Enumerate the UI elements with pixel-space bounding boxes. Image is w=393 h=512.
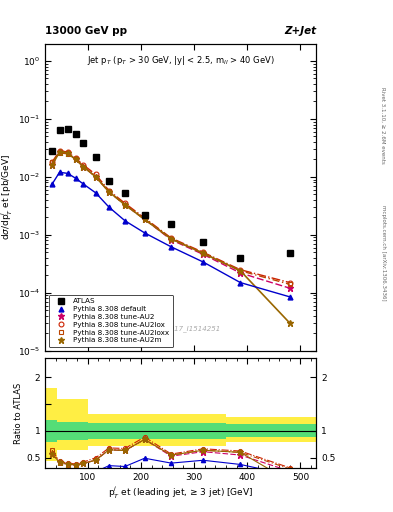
Pythia 8.308 default <box>238 280 243 286</box>
ATLAS <box>142 212 147 218</box>
Pythia 8.308 tune-AU2loxx <box>238 268 243 274</box>
Pythia 8.308 default <box>73 175 78 181</box>
Pythia 8.308 default <box>287 294 292 300</box>
Pythia 8.308 tune-AU2m <box>73 156 78 162</box>
Text: Rivet 3.1.10, ≥ 2.6M events: Rivet 3.1.10, ≥ 2.6M events <box>381 87 386 164</box>
ATLAS <box>73 131 78 137</box>
Pythia 8.308 tune-AU2 <box>201 251 206 258</box>
Pythia 8.308 tune-AU2lox <box>94 172 98 178</box>
Pythia 8.308 tune-AU2loxx <box>81 164 86 170</box>
Pythia 8.308 tune-AU2m <box>50 162 55 168</box>
Text: Jet p$_T$ (p$_T$ > 30 GeV, |y| < 2.5, m$_{ll}$ > 40 GeV): Jet p$_T$ (p$_T$ > 30 GeV, |y| < 2.5, m$… <box>87 54 275 67</box>
ATLAS <box>123 190 127 197</box>
Pythia 8.308 tune-AU2lox <box>73 155 78 161</box>
ATLAS <box>287 250 292 257</box>
Pythia 8.308 default <box>107 204 111 210</box>
Line: Pythia 8.308 default: Pythia 8.308 default <box>50 170 292 300</box>
Pythia 8.308 tune-AU2lox <box>238 267 243 273</box>
Text: Z+Jet: Z+Jet <box>284 26 316 36</box>
Pythia 8.308 tune-AU2 <box>123 202 127 208</box>
Pythia 8.308 tune-AU2loxx <box>57 150 62 156</box>
Pythia 8.308 tune-AU2lox <box>81 162 86 168</box>
Pythia 8.308 tune-AU2 <box>169 237 174 243</box>
Pythia 8.308 tune-AU2m <box>123 202 127 208</box>
Pythia 8.308 tune-AU2m <box>81 164 86 170</box>
Pythia 8.308 default <box>201 259 206 265</box>
Pythia 8.308 tune-AU2lox <box>57 148 62 154</box>
Line: Pythia 8.308 tune-AU2m: Pythia 8.308 tune-AU2m <box>49 148 293 327</box>
ATLAS <box>94 154 98 160</box>
Pythia 8.308 tune-AU2loxx <box>94 174 98 180</box>
Pythia 8.308 tune-AU2m <box>201 250 206 257</box>
Pythia 8.308 tune-AU2m <box>57 149 62 155</box>
Pythia 8.308 tune-AU2loxx <box>287 281 292 287</box>
Pythia 8.308 tune-AU2 <box>107 189 111 195</box>
Pythia 8.308 tune-AU2m <box>169 236 174 242</box>
Pythia 8.308 tune-AU2 <box>238 270 243 276</box>
ATLAS <box>238 255 243 261</box>
Pythia 8.308 default <box>65 170 70 177</box>
Pythia 8.308 tune-AU2m <box>65 150 70 156</box>
ATLAS <box>81 140 86 146</box>
Pythia 8.308 tune-AU2 <box>94 174 98 180</box>
Pythia 8.308 tune-AU2lox <box>50 159 55 165</box>
Pythia 8.308 tune-AU2loxx <box>123 202 127 208</box>
Pythia 8.308 tune-AU2m <box>107 189 111 195</box>
Pythia 8.308 tune-AU2 <box>73 156 78 162</box>
Line: ATLAS: ATLAS <box>49 126 293 261</box>
Text: 13000 GeV pp: 13000 GeV pp <box>45 26 127 36</box>
Pythia 8.308 default <box>81 181 86 187</box>
Line: Pythia 8.308 tune-AU2lox: Pythia 8.308 tune-AU2lox <box>50 148 292 285</box>
Pythia 8.308 tune-AU2loxx <box>65 151 70 157</box>
Pythia 8.308 tune-AU2lox <box>107 187 111 194</box>
Y-axis label: d$\sigma$/dp$_T^j$ et [pb/GeV]: d$\sigma$/dp$_T^j$ et [pb/GeV] <box>0 154 15 240</box>
Pythia 8.308 tune-AU2loxx <box>142 216 147 222</box>
Line: Pythia 8.308 tune-AU2loxx: Pythia 8.308 tune-AU2loxx <box>50 151 292 287</box>
Pythia 8.308 default <box>142 230 147 236</box>
ATLAS <box>65 126 70 132</box>
Pythia 8.308 tune-AU2lox <box>65 149 70 155</box>
Pythia 8.308 tune-AU2 <box>81 164 86 170</box>
Pythia 8.308 tune-AU2m <box>94 174 98 180</box>
Pythia 8.308 default <box>57 169 62 175</box>
X-axis label: p$_T^j$ et (leading jet, ≥ 3 jet) [GeV]: p$_T^j$ et (leading jet, ≥ 3 jet) [GeV] <box>108 485 253 501</box>
Pythia 8.308 tune-AU2 <box>142 216 147 222</box>
ATLAS <box>107 178 111 184</box>
Pythia 8.308 tune-AU2m <box>238 268 243 274</box>
Pythia 8.308 tune-AU2loxx <box>73 156 78 162</box>
Text: mcplots.cern.ch [arXiv:1306.3436]: mcplots.cern.ch [arXiv:1306.3436] <box>381 205 386 301</box>
Pythia 8.308 tune-AU2 <box>287 285 292 291</box>
Pythia 8.308 tune-AU2 <box>57 149 62 155</box>
Pythia 8.308 tune-AU2lox <box>201 249 206 255</box>
Pythia 8.308 tune-AU2loxx <box>107 188 111 195</box>
Pythia 8.308 default <box>94 190 98 196</box>
Text: ATLAS_2017_I1514251: ATLAS_2017_I1514251 <box>141 326 221 332</box>
Pythia 8.308 tune-AU2 <box>65 150 70 156</box>
ATLAS <box>50 148 55 154</box>
Line: Pythia 8.308 tune-AU2: Pythia 8.308 tune-AU2 <box>49 148 293 292</box>
Pythia 8.308 tune-AU2lox <box>287 280 292 286</box>
Pythia 8.308 default <box>50 181 55 187</box>
Legend: ATLAS, Pythia 8.308 default, Pythia 8.308 tune-AU2, Pythia 8.308 tune-AU2lox, Py: ATLAS, Pythia 8.308 default, Pythia 8.30… <box>49 294 173 347</box>
Pythia 8.308 tune-AU2loxx <box>50 159 55 165</box>
Pythia 8.308 default <box>169 244 174 250</box>
Pythia 8.308 tune-AU2m <box>287 320 292 326</box>
Pythia 8.308 default <box>123 218 127 224</box>
ATLAS <box>169 221 174 227</box>
Y-axis label: Ratio to ATLAS: Ratio to ATLAS <box>14 383 23 444</box>
Pythia 8.308 tune-AU2lox <box>169 235 174 241</box>
Pythia 8.308 tune-AU2lox <box>142 215 147 221</box>
Pythia 8.308 tune-AU2loxx <box>169 236 174 242</box>
Pythia 8.308 tune-AU2lox <box>123 200 127 206</box>
ATLAS <box>57 126 62 133</box>
Pythia 8.308 tune-AU2loxx <box>201 250 206 257</box>
Pythia 8.308 tune-AU2 <box>50 162 55 168</box>
Pythia 8.308 tune-AU2m <box>142 216 147 222</box>
ATLAS <box>201 239 206 245</box>
